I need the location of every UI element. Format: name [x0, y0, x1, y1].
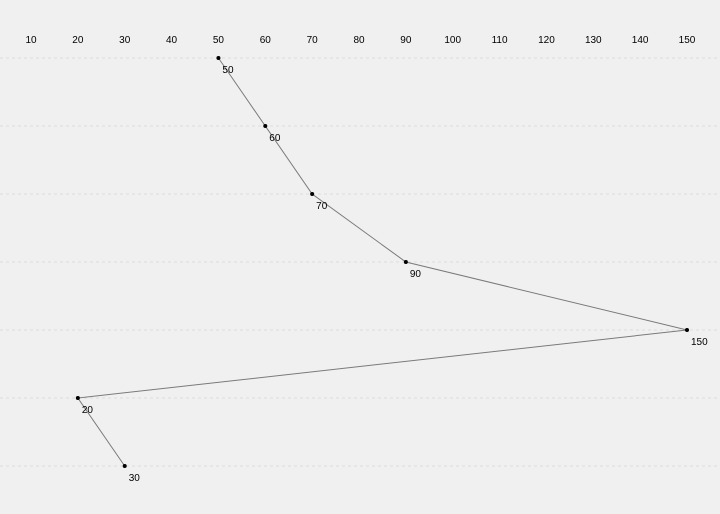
data-label: 90 [410, 269, 422, 280]
x-tick-label: 20 [72, 35, 84, 46]
data-labels-layer: 50 60 70 90 150 20 30 [82, 65, 708, 484]
points-layer [75, 56, 689, 468]
data-point [263, 124, 268, 128]
data-point [685, 328, 689, 332]
x-tick-label: 140 [632, 35, 649, 46]
data-label: 150 [691, 337, 708, 348]
data-point [122, 464, 127, 468]
x-tick-label: 40 [166, 35, 178, 46]
data-point [403, 260, 408, 264]
data-label: 20 [82, 405, 94, 416]
data-label: 60 [269, 133, 281, 144]
x-tick-label: 60 [260, 35, 272, 46]
data-point [310, 192, 315, 196]
grid-layer [0, 57, 720, 467]
x-tick-label: 10 [25, 35, 37, 46]
x-tick-label: 90 [400, 35, 412, 46]
data-point [75, 396, 80, 400]
data-label: 70 [316, 201, 328, 212]
x-tick-label: 70 [307, 35, 319, 46]
data-label: 50 [222, 65, 234, 76]
x-tick-label: 130 [585, 35, 602, 46]
x-tick-label: 50 [213, 35, 225, 46]
x-tick-label: 30 [119, 35, 131, 46]
x-tick-label: 150 [679, 35, 696, 46]
x-tick-label: 100 [444, 35, 461, 46]
x-tick-label: 120 [538, 35, 555, 46]
x-tick-label: 110 [492, 35, 508, 46]
data-point [216, 56, 221, 60]
x-axis-ticks: 10 20 30 40 50 60 70 80 90 100 110 120 130 140 150 [25, 35, 695, 46]
x-tick-label: 80 [353, 35, 365, 46]
data-label: 30 [129, 473, 141, 484]
